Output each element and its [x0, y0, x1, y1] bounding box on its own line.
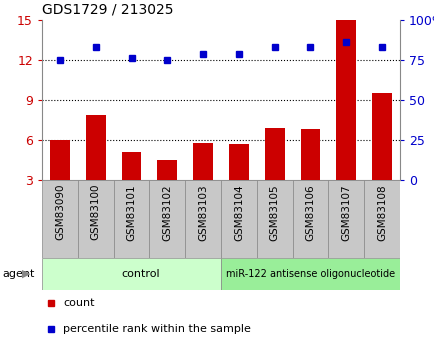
- Text: GSM83101: GSM83101: [126, 184, 136, 240]
- Bar: [264, 128, 284, 180]
- FancyBboxPatch shape: [42, 180, 78, 258]
- Bar: [300, 129, 319, 180]
- Text: count: count: [63, 298, 95, 308]
- FancyBboxPatch shape: [292, 180, 328, 258]
- FancyBboxPatch shape: [363, 180, 399, 258]
- FancyBboxPatch shape: [113, 180, 149, 258]
- Text: GSM83104: GSM83104: [233, 184, 243, 240]
- Text: GSM83102: GSM83102: [162, 184, 172, 240]
- FancyBboxPatch shape: [256, 180, 292, 258]
- Bar: [193, 143, 213, 180]
- FancyBboxPatch shape: [149, 180, 185, 258]
- Bar: [220, 258, 399, 290]
- FancyBboxPatch shape: [328, 180, 363, 258]
- Text: ▶: ▶: [23, 269, 31, 279]
- Text: GSM83090: GSM83090: [55, 184, 65, 240]
- Text: GSM83107: GSM83107: [341, 184, 351, 240]
- FancyBboxPatch shape: [78, 180, 113, 258]
- Text: GSM83108: GSM83108: [376, 184, 386, 240]
- FancyBboxPatch shape: [220, 180, 256, 258]
- Bar: [42, 258, 220, 290]
- Bar: [157, 160, 177, 180]
- Bar: [122, 152, 141, 180]
- FancyBboxPatch shape: [185, 180, 220, 258]
- Text: agent: agent: [2, 269, 34, 279]
- Text: GDS1729 / 213025: GDS1729 / 213025: [42, 2, 173, 17]
- Bar: [372, 93, 391, 180]
- Text: GSM83105: GSM83105: [269, 184, 279, 240]
- Text: GSM83103: GSM83103: [197, 184, 207, 240]
- Text: miR-122 antisense oligonucleotide: miR-122 antisense oligonucleotide: [225, 269, 394, 279]
- Bar: [85, 115, 105, 180]
- Bar: [229, 144, 248, 180]
- Text: GSM83100: GSM83100: [91, 184, 100, 240]
- Text: control: control: [121, 269, 159, 279]
- Text: GSM83106: GSM83106: [305, 184, 315, 240]
- Text: percentile rank within the sample: percentile rank within the sample: [63, 324, 251, 334]
- Bar: [335, 20, 355, 180]
- Bar: [50, 140, 69, 180]
